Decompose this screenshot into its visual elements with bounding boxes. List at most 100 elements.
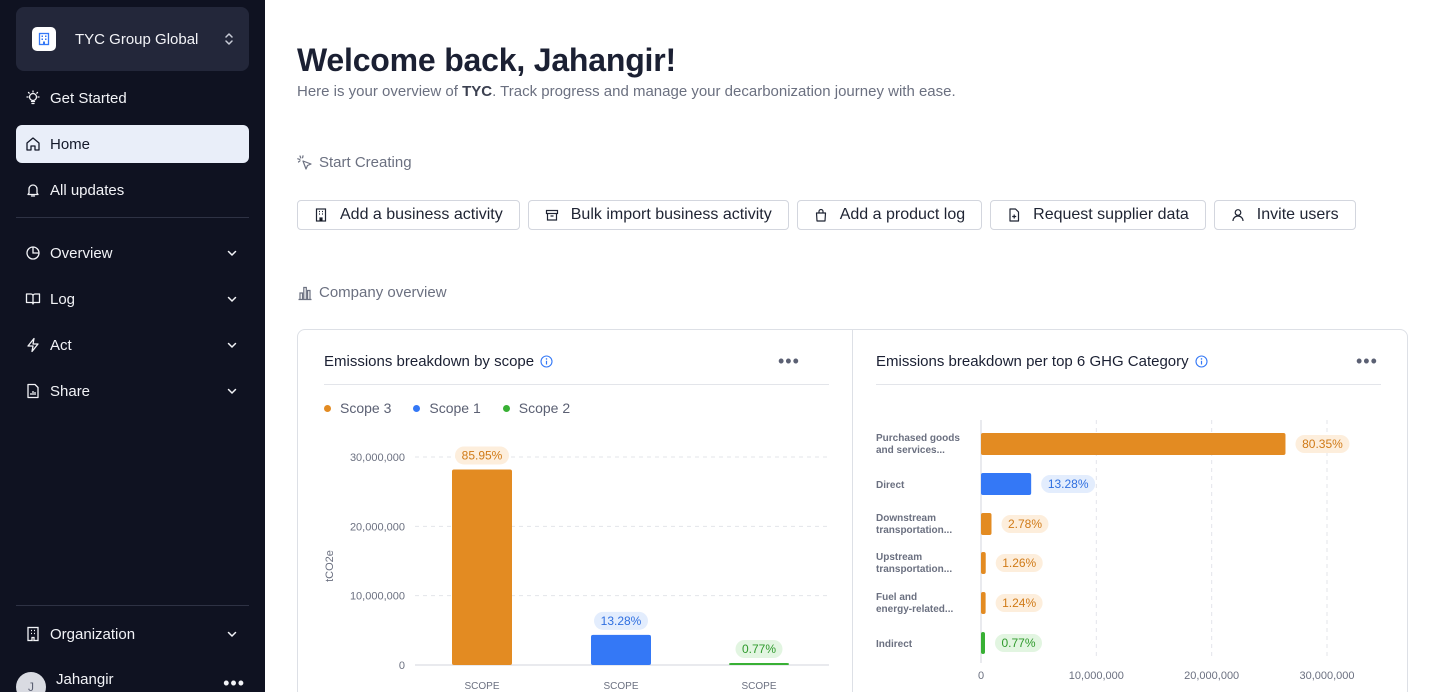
home-icon	[25, 136, 41, 152]
nav-organization[interactable]: Organization	[16, 615, 249, 653]
data-label-pill	[995, 634, 1042, 652]
legend-label: Scope 3	[340, 400, 392, 416]
card-divider	[876, 384, 1381, 385]
bar-scope-2	[729, 663, 789, 665]
user-icon	[1231, 208, 1245, 222]
building-icon	[25, 626, 41, 642]
bar-scope-3	[452, 469, 512, 665]
y-tick-label: energy-related...	[876, 604, 953, 615]
chevron-down-icon	[227, 388, 237, 395]
nav-get-started[interactable]: Get Started	[16, 79, 249, 117]
nav-label: Log	[50, 290, 76, 308]
data-label-pill	[455, 446, 509, 465]
file-plus-icon	[1007, 208, 1021, 222]
nav-label: Overview	[50, 244, 113, 262]
card-title-text: Emissions breakdown by scope	[324, 353, 535, 370]
info-icon[interactable]	[540, 355, 553, 368]
section-label: Start Creating	[319, 154, 412, 171]
y-tick-label: Downstream	[876, 513, 936, 524]
nav-all-updates[interactable]: All updates	[16, 171, 249, 209]
y-tick-label: 10,000,000	[350, 591, 405, 603]
y-tick-label: and services...	[876, 445, 945, 456]
bar-scope-1	[591, 634, 651, 665]
legend-item-scope-1[interactable]: Scope 1	[413, 400, 481, 416]
nav-label: Home	[50, 135, 91, 153]
x-tick-label: SCOPE	[603, 681, 638, 692]
card-divider	[324, 384, 829, 385]
data-label: 0.77%	[742, 642, 776, 656]
org-switcher[interactable]: TYC Group Global	[16, 7, 249, 71]
card-title: Emissions breakdown per top 6 GHG Catego…	[876, 353, 1208, 370]
legend-item-scope-2[interactable]: Scope 2	[502, 400, 571, 416]
page-title: Welcome back, Jahangir!	[297, 42, 676, 78]
bag-icon	[814, 208, 828, 222]
org-building-icon	[32, 27, 56, 51]
y-tick-label: Purchased goods	[876, 433, 960, 444]
action-label: Add a product log	[839, 206, 966, 223]
nav-label: Share	[50, 382, 91, 400]
chevron-up-down-icon	[225, 33, 233, 45]
data-label: 1.24%	[1002, 596, 1036, 610]
data-label: 2.78%	[1008, 517, 1042, 531]
nav-act[interactable]: Act	[16, 326, 249, 364]
legend-label: Scope 1	[429, 400, 481, 416]
nav-home[interactable]: Home	[16, 125, 249, 163]
subtitle-company: TYC	[462, 83, 493, 100]
add-product-log-button[interactable]: Add a product log	[796, 200, 983, 230]
y-tick-label: transportation...	[876, 525, 952, 536]
request-supplier-data-button[interactable]: Request supplier data	[990, 200, 1206, 230]
scope-bar-chart: 0 10,000,000 20,000,000 30,000,000 tCO2e 85.9…	[324, 446, 829, 692]
nav-log[interactable]: Log	[16, 280, 249, 318]
nav-overview[interactable]: Overview	[16, 234, 249, 272]
data-label-pill	[1295, 435, 1350, 453]
y-tick-label: 20,000,000	[350, 521, 405, 533]
bar-category	[981, 433, 1286, 455]
scope-chart-card: Emissions breakdown by scope ••• Scope 3…	[298, 330, 853, 692]
data-label: 80.35%	[1302, 437, 1343, 451]
x-tick-label: 0	[978, 670, 984, 682]
y-tick-label: Indirect	[876, 639, 913, 650]
lightbulb-icon	[25, 90, 41, 106]
ghg-category-bar-chart: 0 10,000,000 20,000,000 30,000,000 Purchased…	[876, 420, 1355, 682]
legend-label: Scope 2	[518, 400, 571, 416]
nav-label: Get Started	[50, 89, 127, 107]
y-tick-label: Fuel and	[876, 592, 917, 603]
x-tick-label: SCOPE	[741, 681, 776, 692]
x-tick-label: 10,000,000	[1069, 670, 1124, 682]
card-title-text: Emissions breakdown per top 6 GHG Catego…	[876, 353, 1189, 370]
subtitle-suffix: . Track progress and manage your decarbo…	[492, 83, 956, 100]
more-horizontal-icon[interactable]: •••	[223, 673, 245, 692]
nav-share[interactable]: Share	[16, 372, 249, 410]
data-label: 13.28%	[601, 614, 642, 628]
overview-cards: Emissions breakdown by scope ••• Scope 3…	[297, 329, 1408, 692]
user-menu[interactable]: J Jahangir •••	[16, 664, 249, 692]
data-label-pill	[1001, 515, 1049, 533]
legend-item-scope-3[interactable]: Scope 3	[324, 400, 391, 416]
add-business-activity-button[interactable]: Add a business activity	[297, 200, 520, 230]
nav-label: Act	[50, 336, 72, 354]
quick-actions: Add a business activity Bulk import busi…	[297, 200, 1356, 230]
nav-label: Organization	[50, 625, 136, 643]
chevron-down-icon	[227, 250, 237, 257]
info-icon[interactable]	[1195, 355, 1208, 368]
card-menu-icon[interactable]: •••	[778, 351, 800, 371]
data-label: 0.77%	[1001, 636, 1035, 650]
bar-category	[981, 592, 986, 614]
x-tick-label: SCOPE	[464, 681, 499, 692]
chevron-down-icon	[227, 296, 237, 303]
card-menu-icon[interactable]: •••	[1356, 351, 1378, 371]
bar-category	[981, 552, 986, 574]
data-label-pill	[594, 611, 648, 630]
nav-label: All updates	[50, 181, 125, 199]
chevron-down-icon	[227, 631, 237, 638]
bulk-import-button[interactable]: Bulk import business activity	[527, 200, 789, 230]
company-overview-heading: Company overview	[297, 284, 447, 301]
bell-icon	[25, 182, 41, 198]
card-title: Emissions breakdown by scope	[324, 353, 553, 370]
archive-icon	[545, 208, 559, 222]
action-label: Invite users	[1256, 206, 1339, 223]
invite-users-button[interactable]: Invite users	[1213, 200, 1356, 230]
y-tick-label: Direct	[876, 480, 905, 491]
main-content: Welcome back, Jahangir! Here is your ove…	[265, 0, 1438, 692]
